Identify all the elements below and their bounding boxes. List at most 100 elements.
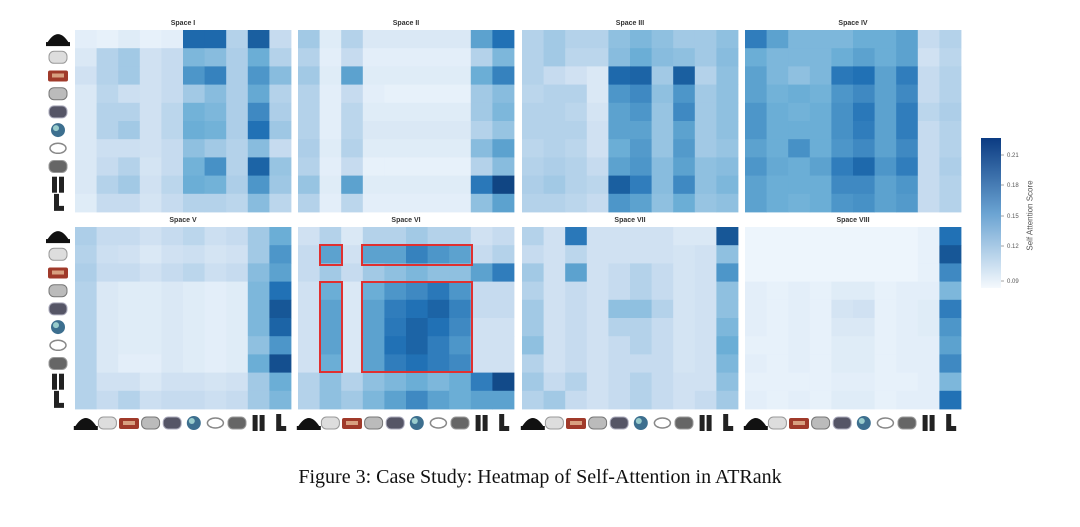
heatmap-cell (362, 157, 385, 176)
heatmap-cell (269, 48, 292, 67)
heatmap-cell (247, 175, 270, 195)
heatmap-cell (694, 48, 717, 67)
heatmap-cell (204, 318, 227, 337)
heatmap-cell (874, 102, 897, 122)
heatmap-cell (183, 299, 205, 319)
heatmap-cell (917, 299, 940, 319)
phone-case-icon (48, 357, 68, 370)
heatmap-cell (183, 175, 205, 195)
heatmap-cell (917, 193, 940, 213)
heatmap-cell (139, 372, 162, 392)
heatmap-cell (586, 263, 609, 282)
heatmap-cell (427, 139, 450, 158)
heatmap-cell (565, 84, 588, 104)
heatmap-cell (874, 245, 897, 264)
heatmap-cell (96, 175, 119, 195)
heatmap-cell (269, 336, 292, 355)
heatmap-cell (809, 139, 832, 158)
heatmap-cell (118, 245, 141, 264)
panel-title: Space V (169, 217, 197, 224)
heatmap-cell (788, 193, 811, 213)
heatmap-cell (204, 354, 227, 373)
heatmap-cell (247, 157, 270, 176)
hat-icon (743, 418, 768, 430)
heatmap-cell (788, 66, 811, 85)
heatmap-cell (427, 390, 450, 410)
heatmap-cell (766, 299, 789, 319)
heatmap-cell (183, 354, 205, 373)
heatmap-cell (449, 336, 472, 355)
red-bag-icon (789, 418, 809, 429)
heatmap-cell (874, 263, 897, 282)
heatmap-cell (651, 139, 674, 158)
heatmap-cell (694, 193, 717, 213)
heatmap-cell (341, 299, 364, 319)
heatmap-cell (96, 193, 119, 213)
heatmap-cell (384, 318, 407, 337)
heatmap-cell (586, 84, 609, 104)
ring-icon (206, 417, 225, 429)
heatmap-cell (492, 84, 515, 104)
heatmap-cell (831, 263, 854, 282)
heatmap-cell (853, 336, 875, 355)
heatmap-cell (384, 121, 407, 140)
heatmap-cell (917, 121, 940, 140)
heatmap-cell (362, 193, 385, 213)
heatmap-cell (673, 227, 696, 246)
round-blue-icon (409, 416, 424, 430)
heatmap-cell (917, 66, 940, 85)
heatmap-cell (874, 30, 897, 49)
heatmap-cell (226, 245, 249, 264)
heatmap-cell (939, 175, 962, 195)
heatmap-cell (543, 139, 566, 158)
heatmap-cell (917, 390, 940, 410)
heatmap-cell (939, 372, 962, 392)
heatmap-cell (269, 318, 292, 337)
heatmap-cell (673, 66, 696, 85)
hat-icon (520, 418, 545, 430)
heatmap-cell (161, 30, 184, 49)
heatmap-cell (586, 102, 609, 122)
heatmap-cell (809, 281, 832, 301)
heatmap-cell (139, 157, 162, 176)
heatmap-cell (118, 372, 141, 392)
heatmap-cell (161, 66, 184, 85)
heatmap-cell (694, 157, 717, 176)
heatmap-cell (522, 48, 544, 67)
heatmap-cell (427, 84, 450, 104)
boot-icon (723, 414, 734, 431)
heatmap-cell (831, 102, 854, 122)
heatmap-cell (788, 372, 811, 392)
heatmap-cell (492, 263, 515, 282)
heatmap-cell (809, 263, 832, 282)
heatmap-cell (896, 48, 919, 67)
heatmap-cell (565, 30, 588, 49)
heatmap-cell (319, 318, 342, 337)
heatmap-cell (298, 336, 320, 355)
heatmap-cell (766, 157, 789, 176)
heatmap-cell (492, 336, 515, 355)
heatmap-cell (449, 66, 472, 85)
round-blue-icon (856, 416, 871, 430)
heatmap-cell (745, 245, 767, 264)
heatmap-cell (470, 281, 493, 301)
heatmap-cell (630, 84, 652, 104)
heatmap-cell (522, 139, 544, 158)
heatmap-cell (809, 336, 832, 355)
heatmap-cell (939, 245, 962, 264)
heatmap-cell (269, 139, 292, 158)
heatmap-cell (406, 354, 428, 373)
heatmap-cell (565, 227, 588, 246)
earbuds-icon (141, 416, 161, 430)
heatmap-cell (319, 30, 342, 49)
heatmap-cell (492, 227, 515, 246)
heatmap-cell (608, 193, 631, 213)
heatmap-cell (565, 157, 588, 176)
heatmap-cell (586, 318, 609, 337)
heatmap-cell (651, 245, 674, 264)
heatmap-cell (766, 48, 789, 67)
heatmap-cell (673, 175, 696, 195)
heatmap-cell (75, 175, 97, 195)
heatmap-cell (745, 84, 767, 104)
heatmap-cell (565, 354, 588, 373)
